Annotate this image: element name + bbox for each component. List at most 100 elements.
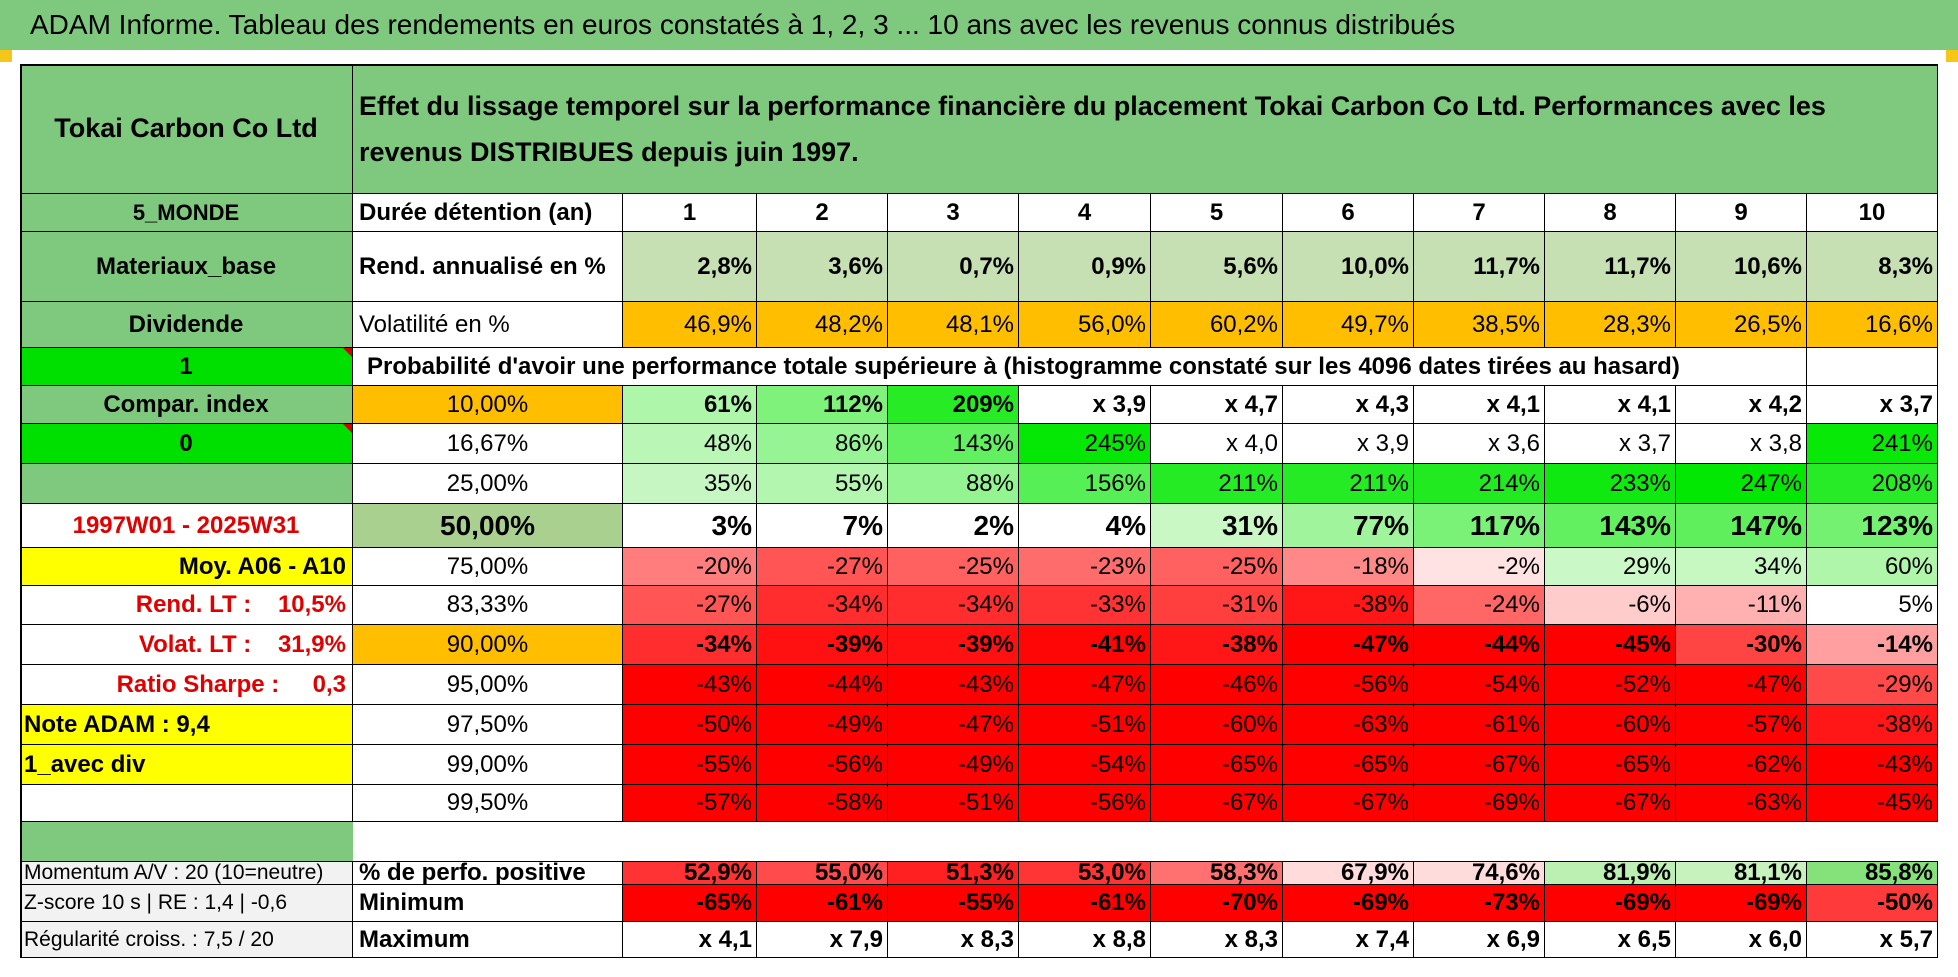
separator-green <box>20 822 353 862</box>
vol-value: 49,7% <box>1283 302 1414 348</box>
rend-value: 0,9% <box>1019 232 1151 302</box>
prob-value: 147% <box>1676 504 1807 548</box>
prob-value: -56% <box>1019 785 1151 822</box>
rend-header: Rend. annualisé en % <box>353 232 623 302</box>
prob-value: -57% <box>1676 705 1807 745</box>
prob-value: -50% <box>623 705 757 745</box>
max-value: x 7,4 <box>1283 922 1414 958</box>
prob-value: -63% <box>1676 785 1807 822</box>
prob-value: -39% <box>888 625 1019 665</box>
max-value: x 8,8 <box>1019 922 1151 958</box>
prob-value: -18% <box>1283 548 1414 586</box>
rend-lt-label: Rend. LT : 10,5% <box>20 586 353 625</box>
rend-value: 0,7% <box>888 232 1019 302</box>
prob-value: -67% <box>1414 745 1545 785</box>
pos-value: 74,6% <box>1414 862 1545 885</box>
prob-value: -43% <box>888 665 1019 705</box>
prob-value: 4% <box>1019 504 1151 548</box>
prob-value: -30% <box>1676 625 1807 665</box>
prob-value: 156% <box>1019 464 1151 504</box>
prob-value: -46% <box>1151 665 1283 705</box>
year-header: 6 <box>1283 194 1414 232</box>
prob-value: -55% <box>623 745 757 785</box>
prob-value: 211% <box>1283 464 1414 504</box>
prob-value: -67% <box>1283 785 1414 822</box>
prob-value: 245% <box>1019 424 1151 464</box>
min-value: -65% <box>623 885 757 922</box>
max-value: x 8,3 <box>888 922 1019 958</box>
year-header: 1 <box>623 194 757 232</box>
year-header: 8 <box>1545 194 1676 232</box>
prob-value: -62% <box>1676 745 1807 785</box>
rend-value: 11,7% <box>1414 232 1545 302</box>
prob-value: -57% <box>623 785 757 822</box>
min-value: -55% <box>888 885 1019 922</box>
prob-value: -38% <box>1151 625 1283 665</box>
prob-value: -34% <box>888 586 1019 625</box>
year-header: 9 <box>1676 194 1807 232</box>
prob-value: -24% <box>1414 586 1545 625</box>
prob-value: -43% <box>1807 745 1938 785</box>
prob-value: -47% <box>1283 625 1414 665</box>
prob-value: 29% <box>1545 548 1676 586</box>
prob-value: -52% <box>1545 665 1676 705</box>
prob-value: 3% <box>623 504 757 548</box>
left-blank-cell-2 <box>20 785 353 822</box>
left-blank-cell <box>20 464 353 504</box>
prob-value: -39% <box>757 625 888 665</box>
prob-value: x 4,2 <box>1676 386 1807 424</box>
prob-value: -38% <box>1283 586 1414 625</box>
prob-value: -60% <box>1545 705 1676 745</box>
duree-header: Durée détention (an) <box>353 194 623 232</box>
prob-value: 34% <box>1676 548 1807 586</box>
percentile-label: 10,00% <box>353 386 623 424</box>
prob-value: -47% <box>888 705 1019 745</box>
prob-header-end <box>1807 348 1938 386</box>
max-value: x 5,7 <box>1807 922 1938 958</box>
prob-value: -34% <box>757 586 888 625</box>
year-header: 7 <box>1414 194 1545 232</box>
corner-marker-left <box>0 50 12 62</box>
prob-value: -44% <box>1414 625 1545 665</box>
prob-value: 60% <box>1807 548 1938 586</box>
note-adam-label: Note ADAM : 9,4 <box>20 705 353 745</box>
corner-marker-right <box>1946 50 1958 62</box>
prob-value: 143% <box>1545 504 1676 548</box>
momentum-label: Momentum A/V : 20 (10=neutre) <box>20 862 353 885</box>
prob-value: 7% <box>757 504 888 548</box>
vol-value: 28,3% <box>1545 302 1676 348</box>
prob-value: 5% <box>1807 586 1938 625</box>
max-value: x 6,0 <box>1676 922 1807 958</box>
prob-value: -51% <box>1019 705 1151 745</box>
rend-value: 10,0% <box>1283 232 1414 302</box>
prob-value: -25% <box>888 548 1019 586</box>
prob-value: 123% <box>1807 504 1938 548</box>
percentile-label: 99,50% <box>353 785 623 822</box>
prob-value: -27% <box>623 586 757 625</box>
max-value: x 6,5 <box>1545 922 1676 958</box>
period-label: 1997W01 - 2025W31 <box>20 504 353 548</box>
prob-value: 233% <box>1545 464 1676 504</box>
prob-value: -67% <box>1151 785 1283 822</box>
prob-value: -33% <box>1019 586 1151 625</box>
prob-value: -69% <box>1414 785 1545 822</box>
year-header: 3 <box>888 194 1019 232</box>
pos-value: 52,9% <box>623 862 757 885</box>
vol-header: Volatilité en % <box>353 302 623 348</box>
prob-value: -23% <box>1019 548 1151 586</box>
prob-value: -56% <box>1283 665 1414 705</box>
prob-value: -61% <box>1414 705 1545 745</box>
prob-value: -45% <box>1545 625 1676 665</box>
prob-value: 35% <box>623 464 757 504</box>
prob-value: -47% <box>1676 665 1807 705</box>
prob-value: -65% <box>1151 745 1283 785</box>
vol-value: 46,9% <box>623 302 757 348</box>
max-value: x 8,3 <box>1151 922 1283 958</box>
min-value: -69% <box>1545 885 1676 922</box>
rend-value: 5,6% <box>1151 232 1283 302</box>
max-value: x 6,9 <box>1414 922 1545 958</box>
sharpe-label: Ratio Sharpe : 0,3 <box>20 665 353 705</box>
year-header: 10 <box>1807 194 1938 232</box>
prob-value: 2% <box>888 504 1019 548</box>
pos-value: 67,9% <box>1283 862 1414 885</box>
